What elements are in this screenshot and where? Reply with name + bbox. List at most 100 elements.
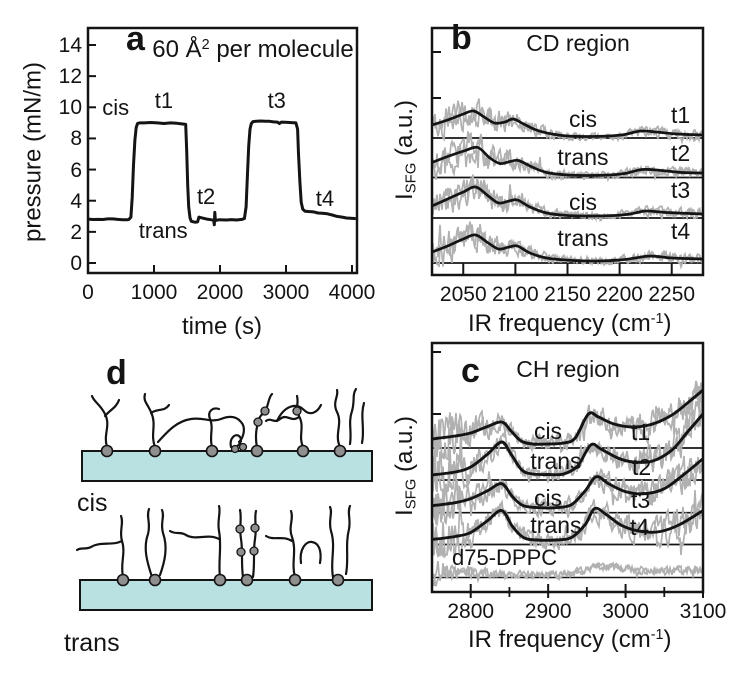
alkyl-chain <box>344 504 352 576</box>
panel-b-title: CD region <box>526 30 630 56</box>
panel-a-ytick-label: 12 <box>58 65 82 89</box>
azobenzene-bead <box>249 546 259 556</box>
panel-c-letter: c <box>461 352 480 390</box>
fit-trace-t4 <box>431 506 704 542</box>
alkyl-chain <box>348 387 358 446</box>
panel-a-ytick-label: 4 <box>70 189 82 213</box>
fit-trace-t2 <box>431 413 705 477</box>
alkyl-chain <box>217 504 222 579</box>
azobenzene-bead <box>235 524 245 534</box>
noise-trace <box>432 455 703 527</box>
noise-trace <box>432 490 703 559</box>
panel-b-time-label-t2: t2 <box>671 140 691 166</box>
alkyl-chain <box>229 434 243 449</box>
headgroup <box>100 444 114 458</box>
panel-b-xtick-label: 2250 <box>648 283 696 306</box>
alkyl-chain <box>275 403 323 423</box>
panel-b-xaxis-title: IR frequency (cm-1) <box>468 310 672 337</box>
panel-a-title-pre: 60 Å <box>152 36 202 63</box>
monolayer-trans <box>75 504 373 611</box>
pressure-trace <box>87 119 356 227</box>
fit-trace-t3 <box>431 457 704 510</box>
alkyl-chain <box>90 394 109 449</box>
panel-a-letter: a <box>126 20 145 58</box>
panel-b-time-label-t1: t1 <box>671 102 691 128</box>
panel-a-annotation-cis: cis <box>102 95 130 121</box>
alkyl-chain <box>238 508 245 579</box>
noise-trace <box>432 560 703 587</box>
panel-a-plot <box>86 26 359 275</box>
panel-c-plot <box>430 341 705 598</box>
noise-trace <box>432 401 703 495</box>
monolayer-cis <box>81 387 373 482</box>
panel-a-ytick-label: 0 <box>70 252 82 275</box>
headgroup <box>250 444 264 458</box>
panel-c-time-label-t4: t4 <box>630 514 650 540</box>
panel-a-ytick-label: 6 <box>70 158 82 182</box>
substrate-slab-trans <box>79 579 373 611</box>
panel-c-xtick-label: 2900 <box>524 600 572 623</box>
panel-b-frame <box>430 26 705 277</box>
panel-b-trace-label-t1-cis: cis <box>568 106 598 132</box>
panel-b-time-label-t3: t3 <box>671 177 691 203</box>
panel-c-xtick-label: 3100 <box>679 600 727 623</box>
fit-trace-t3 <box>431 185 704 218</box>
headgroup <box>213 573 227 587</box>
alkyl-chain <box>208 407 221 449</box>
panel-b-letter: b <box>451 19 472 57</box>
panel-a-xtick-label: 1000 <box>130 281 178 304</box>
panel-c-trace-label-t4-trans: trans <box>530 512 582 538</box>
azobenzene-bead <box>253 417 263 427</box>
ir-label-post: ) <box>663 310 672 337</box>
panel-b-xtick-label: 2150 <box>544 283 591 306</box>
panel-a-xtick-label: 2000 <box>196 281 244 304</box>
ir-label-pre: IR frequency (cm <box>468 626 651 653</box>
substrate-slab-cis <box>81 450 373 482</box>
panel-b-time-label-t4: t4 <box>671 218 691 244</box>
panel-a-annotation-trans: trans <box>138 218 188 244</box>
fit-trace-t1 <box>431 109 704 138</box>
alkyl-chain <box>289 509 297 579</box>
panel-c-title: CH region <box>516 356 620 382</box>
panel-c-frame <box>430 341 705 594</box>
panel-a-frame <box>86 26 359 275</box>
panel-b-xtick-label: 2100 <box>492 283 539 306</box>
panel-c-trace-label-t3-cis: cis <box>533 485 563 511</box>
noise-trace <box>432 385 703 458</box>
alkyl-chain <box>158 508 167 577</box>
panel-a-xtick-label: 4000 <box>328 281 376 304</box>
panel-c-time-label-t3: t3 <box>631 487 651 513</box>
alkyl-chain <box>264 534 294 543</box>
panel-c-trace-label-t1-cis: cis <box>533 418 563 444</box>
headgroup <box>296 444 310 458</box>
alkyl-chain <box>251 509 258 579</box>
headgroup <box>148 444 162 458</box>
panel-a-ytick-label: 14 <box>58 34 82 57</box>
panel-a-xaxis-title: time (s) <box>182 313 262 340</box>
headgroup <box>333 444 347 458</box>
ir-label-post: ) <box>663 626 672 653</box>
panel-b-xtick-label: 2050 <box>439 283 487 306</box>
panel-d-letter: d <box>106 354 127 392</box>
small-headgroup <box>238 442 248 452</box>
panel-b-trace-label-t4-trans: trans <box>557 225 609 251</box>
noise-trace <box>432 380 703 461</box>
panel-a-xtick-label: 0 <box>82 281 94 304</box>
alkyl-chain <box>264 415 301 423</box>
panel-a-ytick-label: 2 <box>70 220 82 244</box>
headgroup <box>240 573 254 587</box>
alkyl-chain <box>334 388 342 449</box>
alkyl-chain <box>156 415 245 444</box>
panel-c-time-label-t2: t2 <box>632 454 652 480</box>
panel-a-annotation-t3: t3 <box>267 87 286 113</box>
ir-label-sup: -1 <box>650 311 664 328</box>
headgroup <box>116 573 130 587</box>
panel-d-cis-label: cis <box>77 489 108 517</box>
headgroup <box>331 573 345 587</box>
ir-label-pre: IR frequency (cm <box>468 310 651 337</box>
panel-a-annotation-t4: t4 <box>315 185 335 211</box>
panel-c-xaxis-title: IR frequency (cm-1) <box>468 626 672 653</box>
panel-c-xtick-label: 3000 <box>602 600 649 623</box>
